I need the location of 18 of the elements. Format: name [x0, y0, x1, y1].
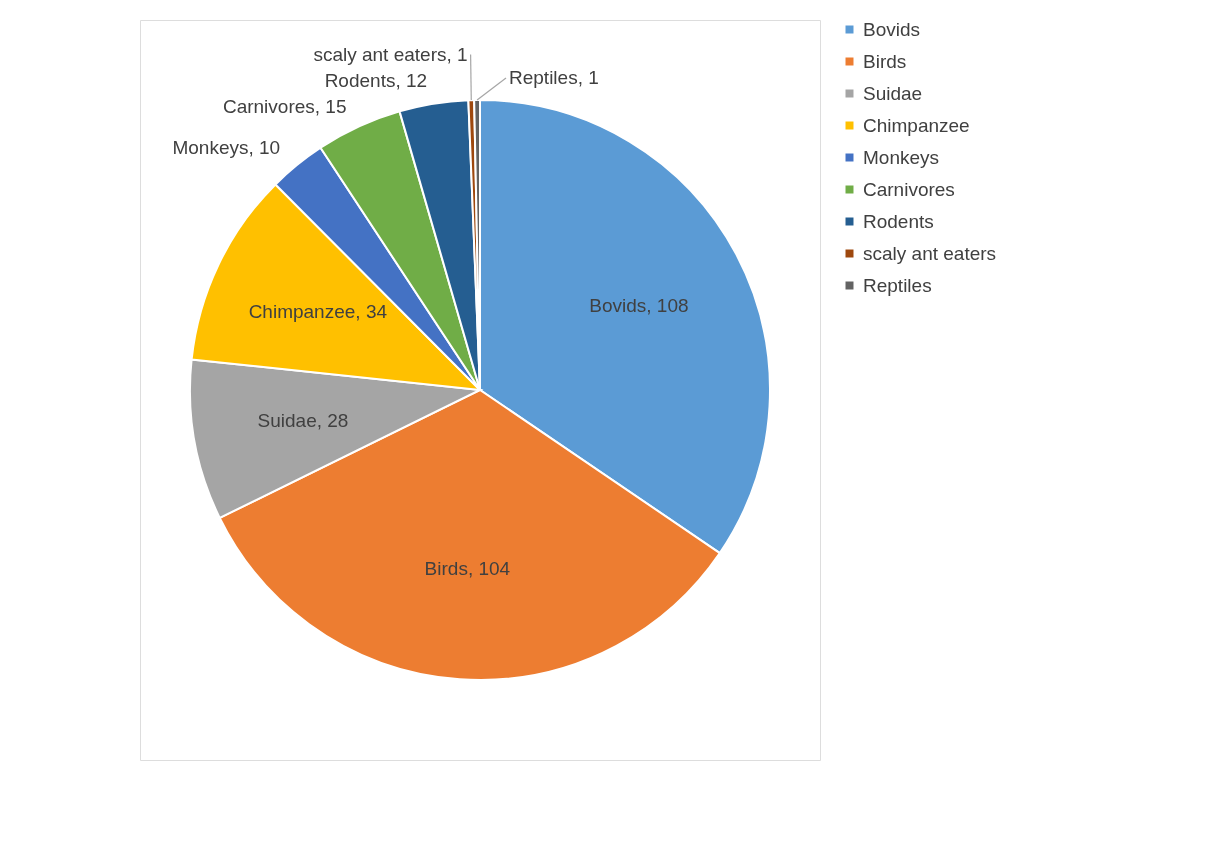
- data-label: Monkeys, 10: [172, 136, 281, 158]
- legend-label: Reptiles: [863, 274, 932, 296]
- data-label: Reptiles, 1: [509, 67, 599, 89]
- legend-label: Chimpanzee: [863, 114, 970, 136]
- data-label: scaly ant eaters, 1: [313, 43, 468, 65]
- data-label: Birds, 104: [424, 558, 511, 580]
- data-label: Chimpanzee, 34: [248, 301, 388, 323]
- data-label: Carnivores, 15: [222, 95, 347, 117]
- legend-label: Rodents: [863, 210, 934, 232]
- legend-label: Carnivores: [863, 178, 955, 200]
- data-label: Suidae, 28: [257, 410, 349, 432]
- legend-label: scaly ant eaters: [863, 242, 997, 264]
- legend-label: Birds: [863, 50, 907, 72]
- data-label: Bovids, 108: [589, 294, 689, 316]
- data-label: Rodents, 12: [324, 69, 428, 91]
- legend-label: Suidae: [863, 82, 923, 104]
- legend-label: Monkeys: [863, 146, 940, 168]
- legend-label: Bovids: [863, 18, 921, 40]
